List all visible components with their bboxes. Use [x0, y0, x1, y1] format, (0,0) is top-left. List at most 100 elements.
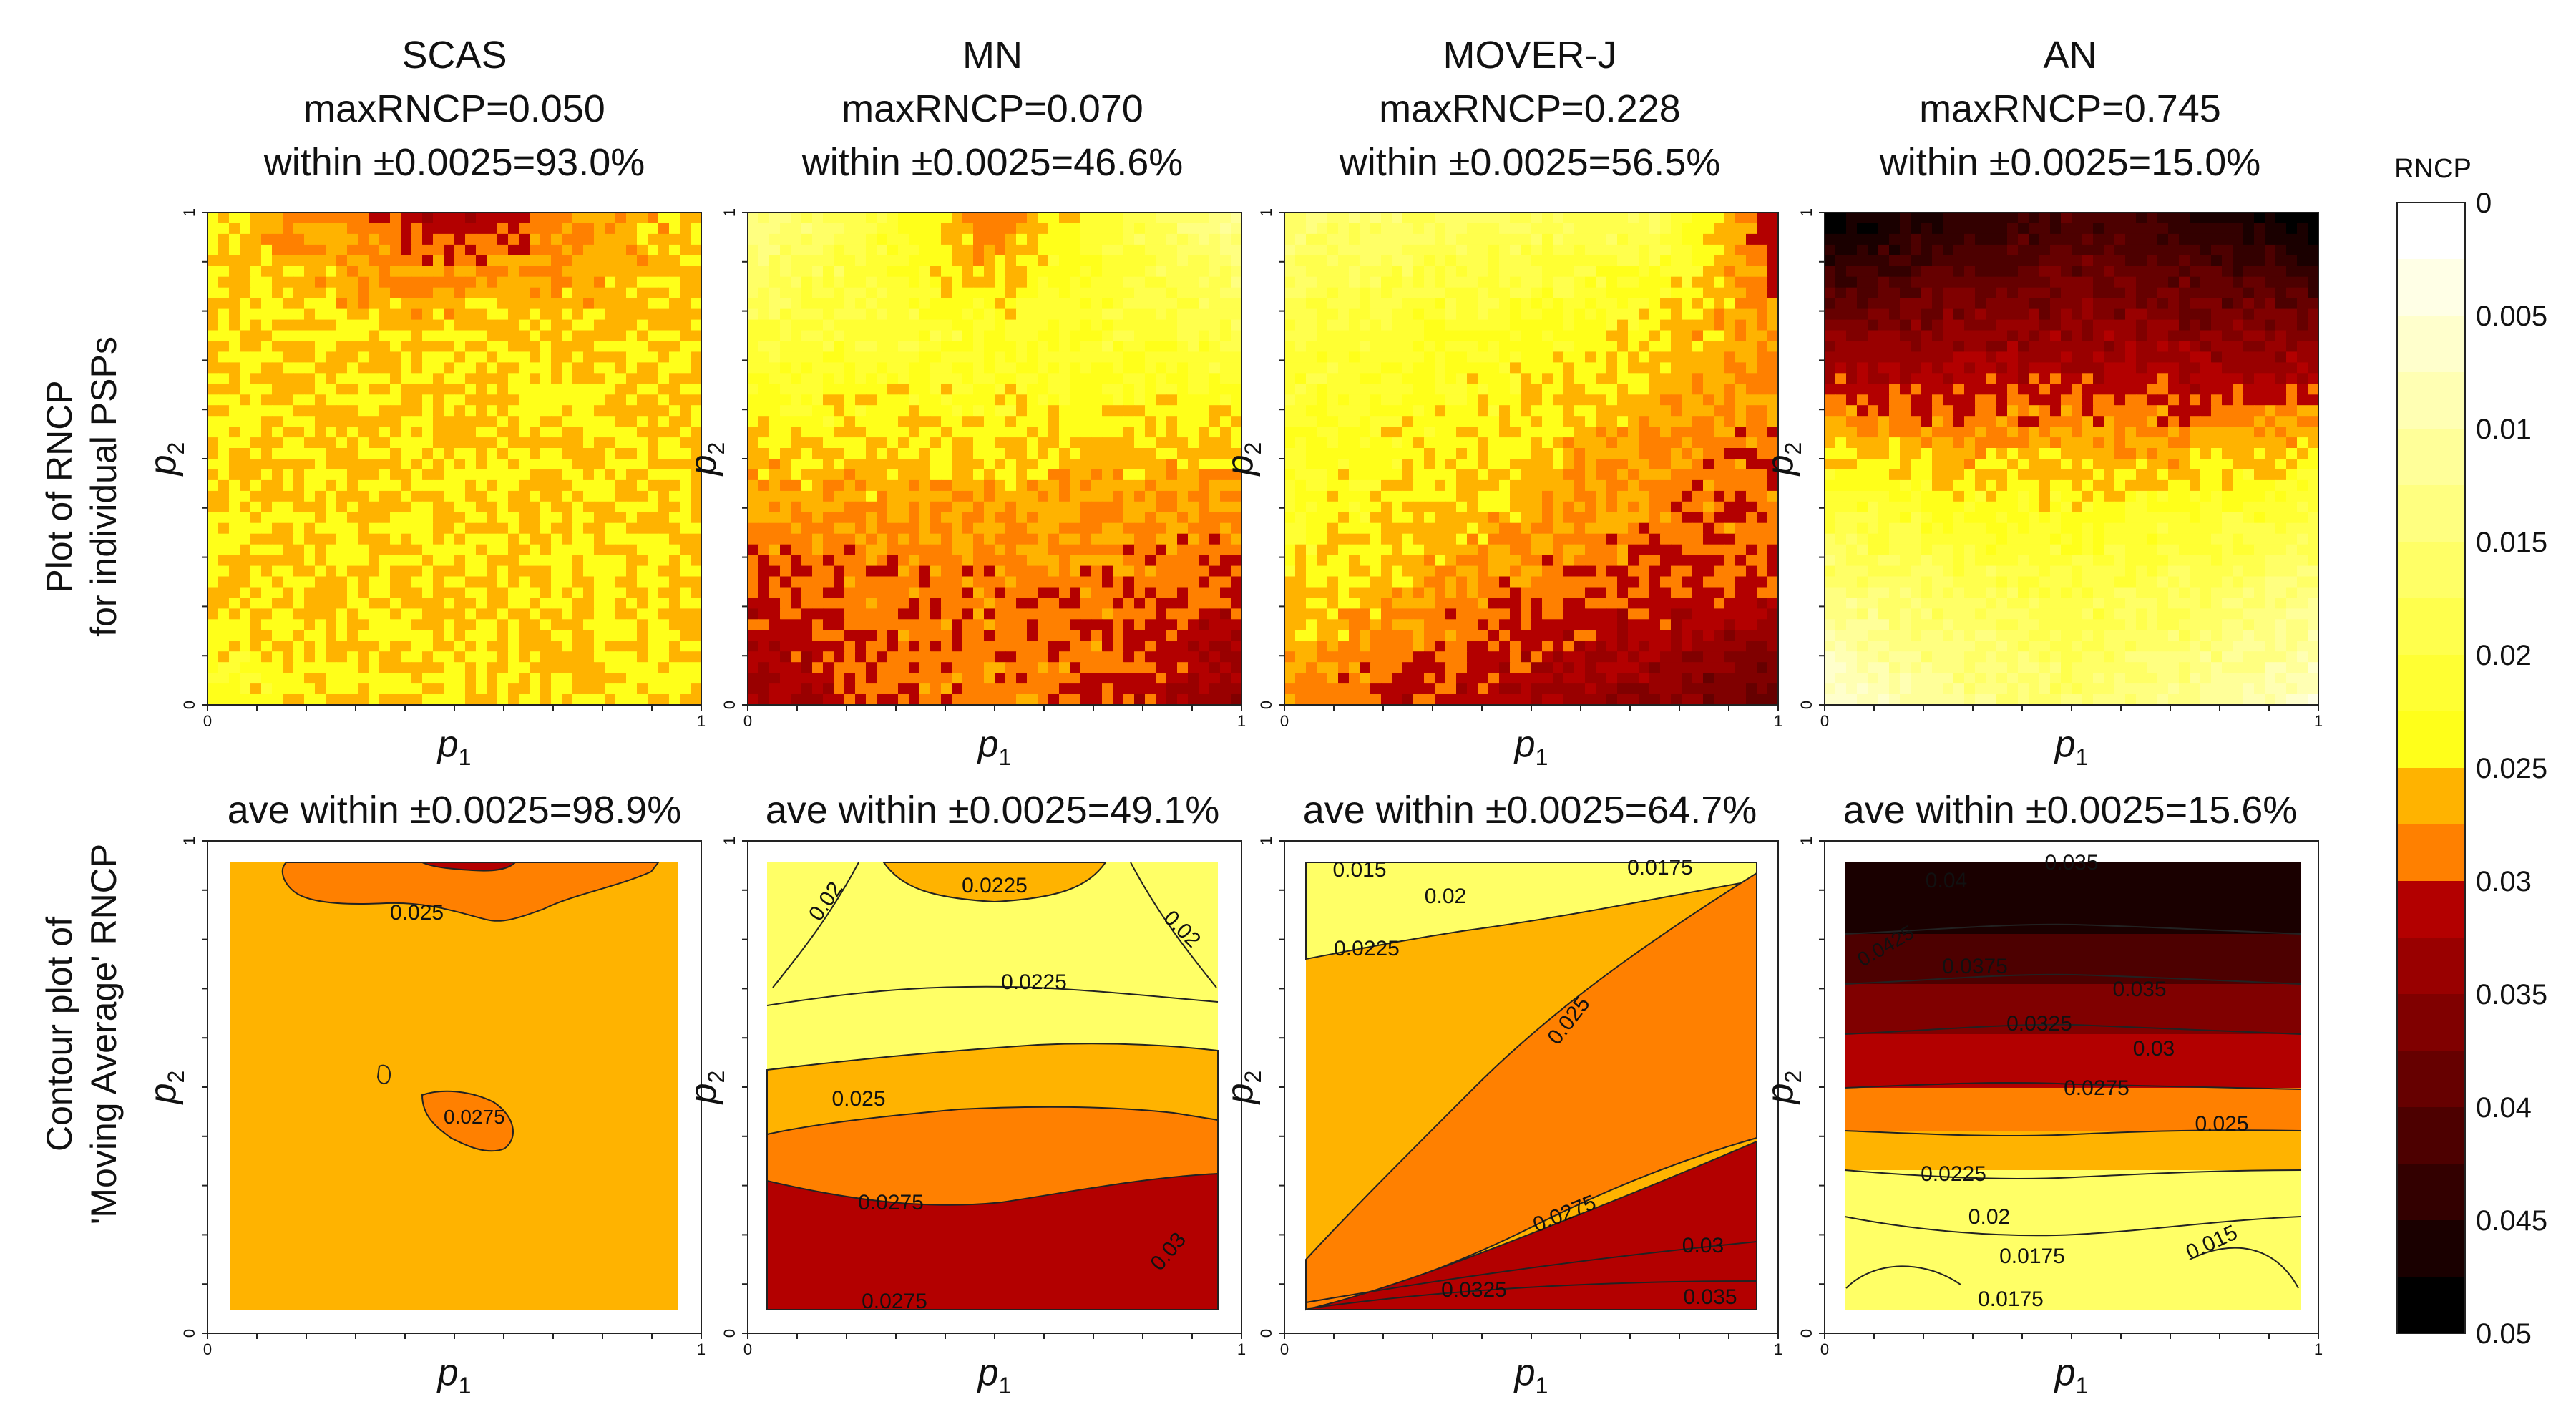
heat-cell	[326, 469, 337, 481]
heat-cell	[261, 351, 273, 363]
heat-cell	[1445, 223, 1457, 235]
heat-cell	[952, 233, 963, 245]
heat-cell	[1134, 298, 1146, 310]
heat-cell	[487, 587, 498, 599]
heat-cell	[293, 522, 305, 535]
heat-cell	[1102, 223, 1113, 235]
heat-cell	[1102, 394, 1113, 406]
heat-cell	[1166, 233, 1178, 245]
heat-cell	[1220, 298, 1231, 310]
heat-cell	[1134, 533, 1146, 545]
heat-cell	[497, 683, 509, 695]
heat-cell	[844, 405, 856, 417]
heat-cell	[844, 608, 856, 620]
heat-cell	[530, 244, 541, 256]
heat-cell	[791, 619, 802, 630]
heat-cell	[1102, 512, 1113, 524]
heat-cell	[637, 544, 648, 556]
heat-cell	[801, 651, 813, 663]
heat-cell	[1231, 223, 1242, 235]
heat-cell	[1563, 233, 1575, 245]
heat-cell	[1220, 448, 1231, 459]
heat-cell	[293, 555, 305, 567]
heat-cell	[336, 266, 348, 278]
heat-cell	[1059, 373, 1070, 384]
heat-cell	[562, 651, 573, 663]
heat-cell	[304, 641, 316, 652]
heat-cell	[1231, 651, 1242, 663]
heat-cell	[823, 330, 834, 342]
heat-cell	[1521, 362, 1532, 374]
heat-cell	[1059, 362, 1070, 374]
heat-cell	[1102, 555, 1113, 567]
heat-cell	[1445, 330, 1457, 342]
heat-cell	[369, 587, 380, 599]
heat-cell	[304, 266, 316, 278]
heat-cell	[791, 330, 802, 342]
heat-cell	[866, 576, 877, 588]
heat-cell	[758, 437, 770, 449]
heat-cell	[422, 565, 434, 578]
heat-cell	[748, 373, 759, 384]
heat-cell	[240, 576, 251, 588]
heat-cell	[1402, 244, 1414, 256]
heat-cell	[637, 223, 648, 235]
heat-cell	[272, 565, 283, 578]
heat-cell	[648, 459, 659, 470]
heat-cell	[519, 394, 530, 406]
heat-cell	[272, 630, 283, 641]
heat-cell	[240, 630, 251, 641]
heat-cell	[572, 437, 584, 449]
heat-cell	[422, 384, 434, 395]
heat-cell	[887, 266, 899, 278]
heat-cell	[1231, 565, 1242, 578]
heat-cell	[605, 384, 616, 395]
heat-cell	[1467, 308, 1478, 321]
heat-cell	[208, 298, 219, 310]
heat-cell	[1767, 362, 1779, 374]
heat-cell	[272, 341, 283, 353]
heat-cell	[1048, 213, 1060, 224]
heat-cell	[801, 630, 813, 641]
heat-cell	[952, 448, 963, 459]
heat-cell	[780, 416, 791, 427]
heat-cell	[605, 308, 616, 321]
heat-cell	[551, 233, 562, 245]
heat-cell	[1757, 287, 1768, 299]
heat-cell	[1284, 244, 1296, 256]
heat-cell	[769, 619, 781, 630]
heat-cell	[812, 223, 824, 235]
heat-cell	[508, 565, 519, 578]
heat-cell	[240, 244, 251, 256]
heat-cell	[218, 522, 230, 535]
heat-cell	[680, 330, 691, 342]
heat-cell	[583, 598, 595, 609]
heat-cell	[823, 298, 834, 310]
heat-cell	[877, 576, 888, 588]
heat-cell	[1177, 427, 1189, 438]
heat-cell	[1402, 255, 1414, 267]
heat-cell	[812, 651, 824, 663]
heat-cell	[530, 308, 541, 321]
heat-cell	[390, 641, 401, 652]
heat-cell	[304, 576, 316, 588]
heat-cell	[433, 512, 444, 524]
heat-cell	[347, 533, 358, 545]
heat-cell	[1767, 341, 1779, 353]
heat-cell	[844, 384, 856, 395]
heat-cell	[1048, 351, 1060, 363]
heat-cell	[1005, 405, 1017, 417]
heat-cell	[1038, 394, 1049, 406]
heat-cell	[444, 213, 455, 224]
heat-cell	[272, 416, 283, 427]
heat-cell	[347, 223, 358, 235]
heat-cell	[336, 469, 348, 481]
heat-cell	[1402, 233, 1414, 245]
heat-cell	[919, 298, 931, 310]
heat-cell	[293, 427, 305, 438]
heat-cell	[1156, 298, 1167, 310]
heat-cell	[973, 319, 985, 331]
heat-cell	[1038, 308, 1049, 321]
heat-cell	[326, 319, 337, 331]
heat-cell	[583, 522, 595, 535]
